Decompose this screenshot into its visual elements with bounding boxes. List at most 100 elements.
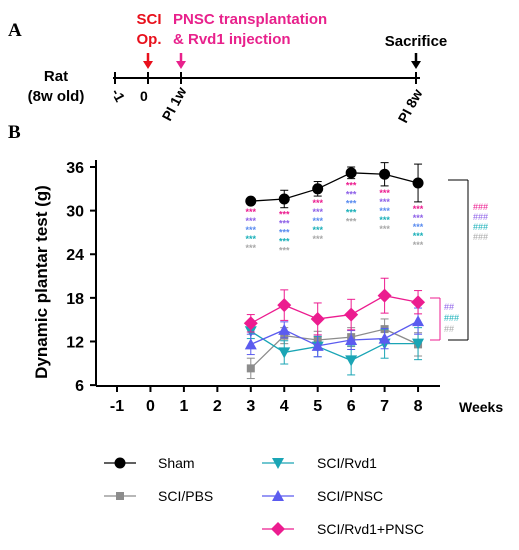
x-tick-label: 2 [213,398,222,415]
series-line [250,294,419,324]
legend-square-icon [116,492,124,500]
combo-sig-teal: ### [444,313,459,323]
significance-star: *** [346,190,357,200]
significance-star: *** [312,198,323,208]
y-tick-label: 30 [66,204,84,221]
legend-label-sci-pnsc: SCI/PNSC [317,488,383,504]
series-line [250,330,419,362]
significance-star: *** [413,240,424,250]
significance-star: *** [379,188,390,198]
legend-triangle-up-icon [272,490,284,501]
series-sci-pnsc [244,307,425,358]
event-sci-label: SCI [136,11,161,28]
significance-star: *** [379,197,390,207]
y-ticks: 6 12 18 24 30 36 [66,160,96,395]
y-tick-label: 12 [66,334,84,351]
significance-star: *** [279,210,290,220]
legend-diamond-icon [271,522,285,536]
significance-star: *** [246,243,257,253]
timeline-label-0: 0 [140,88,148,104]
data-point [345,355,358,367]
significance-star: *** [379,215,390,225]
panel-b: B Dynamic plantar test (g) Weeks 6121824… [8,122,503,415]
event-sci-op-label: Op. [137,31,162,48]
subject-label-age: (8w old) [28,88,85,105]
data-point [244,338,257,350]
sacrifice-arrow-icon [411,53,421,69]
significance-star: *** [279,246,290,256]
sham-sig-purple: ### [473,212,488,222]
significance-star: *** [413,222,424,232]
significance-star: *** [312,207,323,217]
series-line [250,172,419,202]
x-tick-label: 1 [179,398,188,415]
sci-arrow-icon [143,53,153,69]
data-point [412,177,424,189]
significance-star: *** [413,204,424,214]
data-point [278,193,290,205]
x-tick-label: 6 [347,398,356,415]
panel-a: A Rat (8w old) -1 0 PI 1w PI 8w SCI Op. … [8,11,447,125]
data-point [278,323,291,335]
significance-star: *** [379,224,390,234]
series-layer [243,162,426,380]
y-tick-label: 18 [66,291,84,308]
sham-bracket [448,179,469,341]
legend-triangle-down-icon [272,458,284,469]
legend-item-sham: Sham [104,455,195,471]
legend-label-sci-rvd1: SCI/Rvd1 [317,455,377,471]
series-sham [245,162,424,209]
significance-star: *** [346,208,357,218]
panel-a-letter: A [8,20,22,41]
legend-circle-icon [114,457,126,469]
x-tick-label: 7 [380,398,389,415]
x-tick-label: 0 [146,398,155,415]
series-sci-rvd1-pnsc [243,277,426,336]
legend-item-sci-rvd1-pnsc: SCI/Rvd1+PNSC [262,521,424,537]
event-injection-label: & Rvd1 injection [173,31,291,48]
significance-star: *** [346,181,357,191]
event-sacrifice-label: Sacrifice [385,33,448,50]
data-point [312,183,324,195]
significance-star: *** [413,231,424,241]
significance-star: *** [413,213,424,223]
data-point [246,364,255,373]
data-point [245,195,257,207]
sham-sig-pink: ### [473,202,488,212]
combo-bracket [430,297,441,341]
event-transplant-label: PNSC transplantation [173,11,327,28]
legend-item-sci-pbs: SCI/PBS [104,488,213,504]
x-axis-title: Weeks [459,399,503,415]
series-line [250,328,419,369]
significance-star: *** [346,199,357,209]
data-point [345,167,357,179]
significance-star: *** [312,234,323,244]
significance-star: *** [279,237,290,247]
y-tick-label: 24 [66,247,84,264]
significance-star: *** [379,206,390,216]
data-point [379,168,391,180]
timeline-label-pi8w: PI 8w [395,86,426,125]
y-axis-title: Dynamic plantar test (g) [32,185,51,379]
significance-star: *** [312,225,323,235]
significance-star: *** [279,228,290,238]
y-tick-label: 36 [66,160,84,177]
significance-star: *** [246,216,257,226]
subject-label-rat: Rat [44,68,68,85]
timeline-label-minus1: -1 [108,86,128,105]
legend-item-sci-pnsc: SCI/PNSC [262,488,383,504]
x-ticks: -1 0 1 2 3 4 5 6 7 8 [110,386,423,415]
data-point [310,311,325,326]
data-point [345,334,358,346]
x-tick-label: 5 [313,398,322,415]
data-point [377,288,392,303]
significance-star: *** [246,207,257,217]
timeline-label-pi1w: PI 1w [159,84,190,123]
x-tick-label: 8 [414,398,423,415]
significance-star: *** [279,219,290,229]
x-tick-label: -1 [110,398,124,415]
data-point [277,298,292,313]
legend-label-sham: Sham [158,455,195,471]
